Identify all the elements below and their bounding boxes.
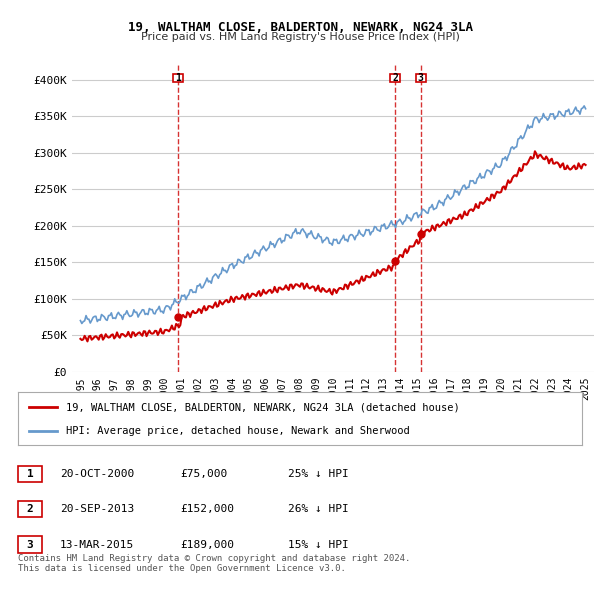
FancyBboxPatch shape — [173, 74, 183, 83]
Text: 2: 2 — [392, 73, 398, 83]
Text: £189,000: £189,000 — [180, 540, 234, 549]
Text: 1: 1 — [26, 469, 34, 478]
Text: 20-SEP-2013: 20-SEP-2013 — [60, 504, 134, 514]
Text: 3: 3 — [26, 540, 34, 549]
Text: Price paid vs. HM Land Registry's House Price Index (HPI): Price paid vs. HM Land Registry's House … — [140, 32, 460, 42]
Text: 20-OCT-2000: 20-OCT-2000 — [60, 469, 134, 478]
Text: 26% ↓ HPI: 26% ↓ HPI — [288, 504, 349, 514]
Text: 2: 2 — [26, 504, 34, 514]
Text: 19, WALTHAM CLOSE, BALDERTON, NEWARK, NG24 3LA (detached house): 19, WALTHAM CLOSE, BALDERTON, NEWARK, NG… — [66, 402, 460, 412]
Text: 13-MAR-2015: 13-MAR-2015 — [60, 540, 134, 549]
Text: 25% ↓ HPI: 25% ↓ HPI — [288, 469, 349, 478]
Text: 3: 3 — [418, 73, 424, 83]
Text: HPI: Average price, detached house, Newark and Sherwood: HPI: Average price, detached house, Newa… — [66, 425, 410, 435]
Text: 15% ↓ HPI: 15% ↓ HPI — [288, 540, 349, 549]
Text: £152,000: £152,000 — [180, 504, 234, 514]
FancyBboxPatch shape — [390, 74, 400, 83]
Text: 19, WALTHAM CLOSE, BALDERTON, NEWARK, NG24 3LA: 19, WALTHAM CLOSE, BALDERTON, NEWARK, NG… — [128, 21, 473, 34]
Text: Contains HM Land Registry data © Crown copyright and database right 2024.
This d: Contains HM Land Registry data © Crown c… — [18, 554, 410, 573]
Text: £75,000: £75,000 — [180, 469, 227, 478]
FancyBboxPatch shape — [416, 74, 425, 83]
Text: 1: 1 — [175, 73, 181, 83]
